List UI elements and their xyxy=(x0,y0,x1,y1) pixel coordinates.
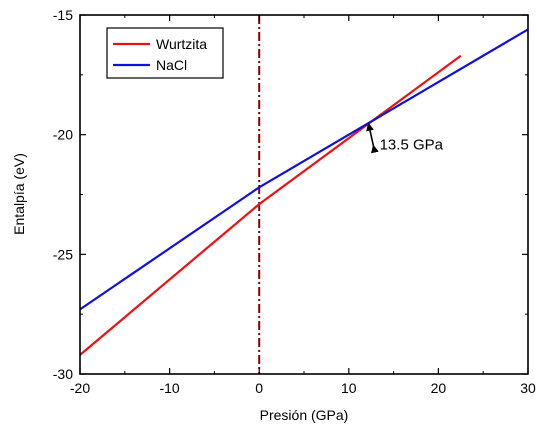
x-tick-label: -10 xyxy=(159,380,179,396)
legend-box xyxy=(106,27,224,79)
x-tick-label: 20 xyxy=(431,380,447,396)
annotation-label: 13.5 GPa xyxy=(380,137,444,154)
x-tick-label: 10 xyxy=(341,380,357,396)
series-line-nacl xyxy=(79,28,529,311)
series-line-wurtzita xyxy=(79,54,462,356)
x-tick-label: 0 xyxy=(255,380,263,396)
x-tick-label: 30 xyxy=(520,380,536,396)
y-tick-label: -20 xyxy=(53,127,73,143)
legend: Wurtzita NaCl xyxy=(106,27,224,79)
annotation-arrow xyxy=(366,122,379,154)
legend-label-wurtzita: Wurtzita xyxy=(156,36,207,52)
y-tick-label: -30 xyxy=(53,366,73,382)
y-axis-label: Entalpía (eV) xyxy=(11,153,27,235)
legend-label-nacl: NaCl xyxy=(156,57,187,73)
x-axis-label: Presión (GPa) xyxy=(260,407,349,423)
x-tick-label: -20 xyxy=(70,380,90,396)
y-tick-label: -15 xyxy=(53,7,73,23)
y-tick-label: -25 xyxy=(53,246,73,262)
